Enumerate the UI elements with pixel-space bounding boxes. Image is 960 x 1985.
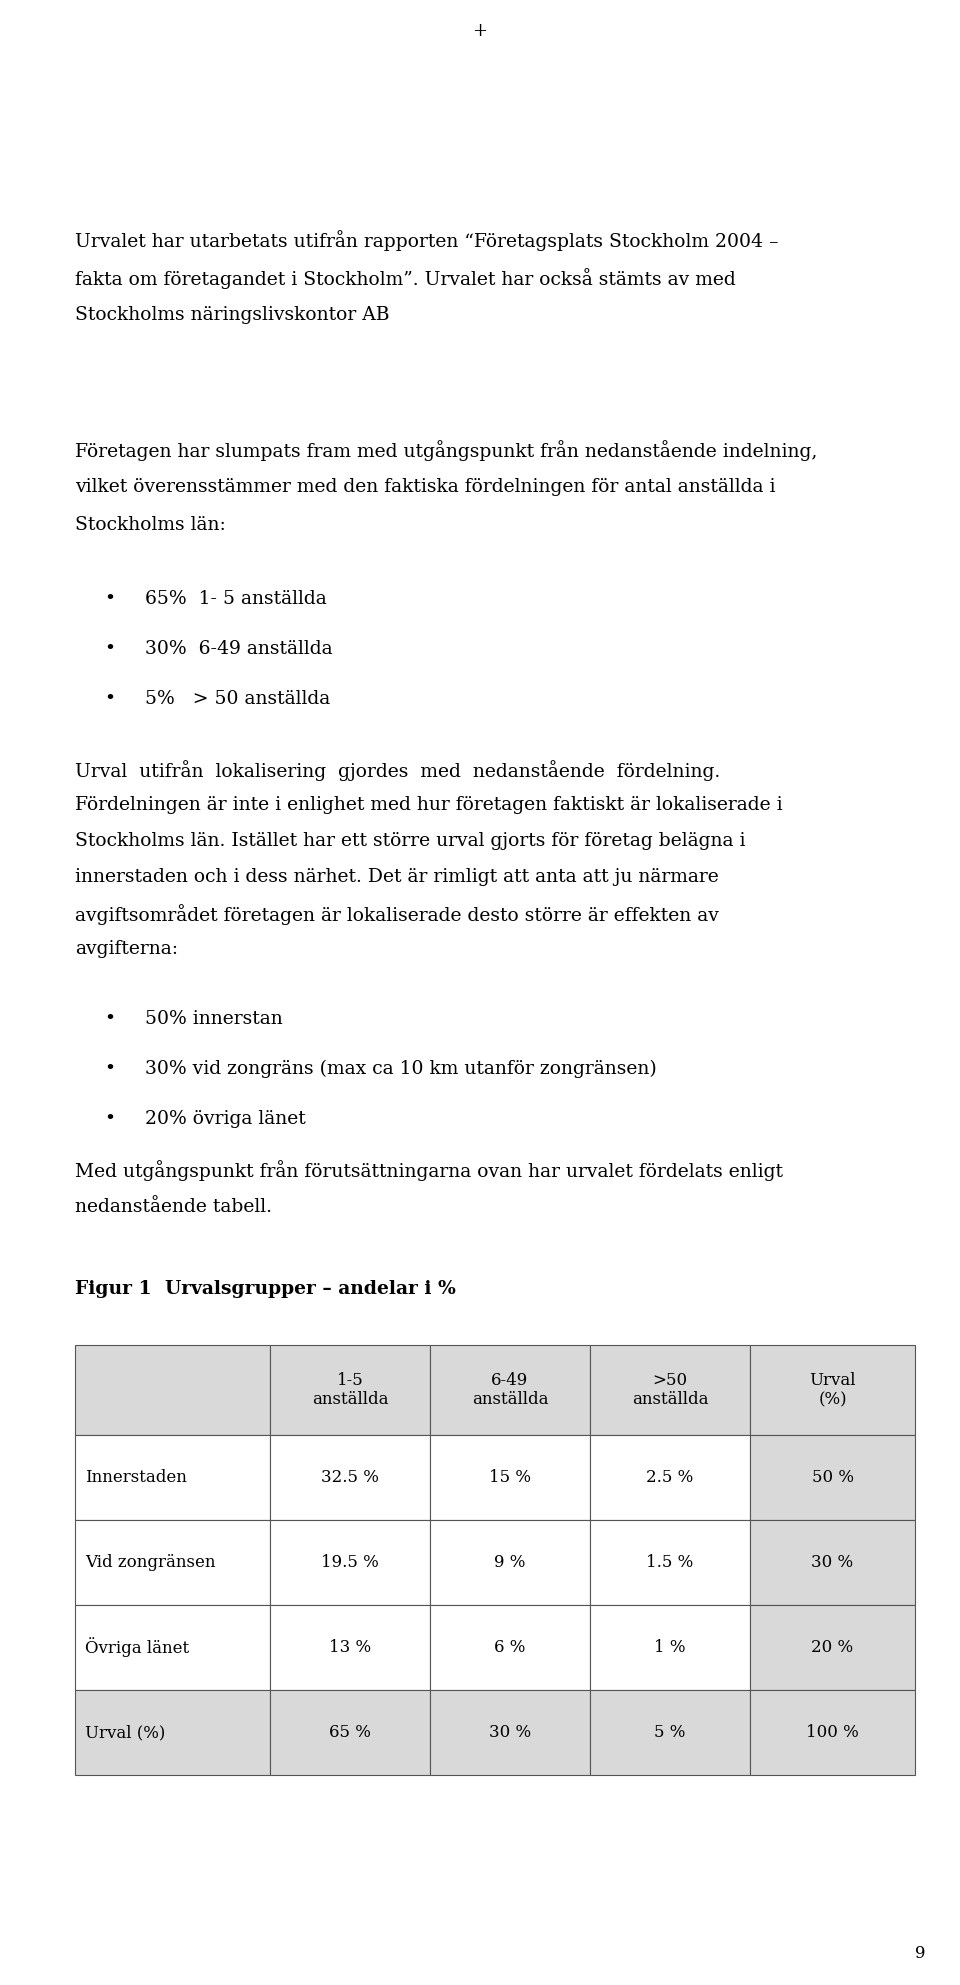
Text: Stockholms län:: Stockholms län: (75, 516, 226, 534)
Text: 30 %: 30 % (811, 1554, 853, 1570)
Text: nedanstående tabell.: nedanstående tabell. (75, 1199, 272, 1217)
Text: 6 %: 6 % (494, 1640, 526, 1655)
Text: •: • (105, 1010, 115, 1028)
Text: 65 %: 65 % (329, 1725, 371, 1741)
Text: 1 %: 1 % (655, 1640, 685, 1655)
Bar (750, 1435, 915, 1521)
Text: •: • (105, 639, 115, 657)
Text: Med utgångspunkt från förutsättningarna ovan har urvalet fördelats enligt: Med utgångspunkt från förutsättningarna … (75, 1159, 783, 1181)
Text: avgiftsområdet företagen är lokaliserade desto större är effekten av: avgiftsområdet företagen är lokaliserade… (75, 903, 719, 925)
Bar (430, 1435, 590, 1521)
Text: 5 %: 5 % (655, 1725, 685, 1741)
Bar (590, 1606, 750, 1689)
Bar (75, 1606, 270, 1689)
Text: +: + (472, 22, 488, 40)
Text: 2.5 %: 2.5 % (646, 1469, 694, 1487)
Bar (430, 1521, 590, 1606)
Text: 1-5
anställda: 1-5 anställda (312, 1372, 388, 1407)
Text: Innerstaden: Innerstaden (85, 1469, 187, 1487)
Text: 32.5 %: 32.5 % (321, 1469, 379, 1487)
Text: 1.5 %: 1.5 % (646, 1554, 694, 1570)
Text: >50
anställda: >50 anställda (632, 1372, 708, 1407)
Text: 13 %: 13 % (329, 1640, 372, 1655)
Bar (270, 1689, 430, 1775)
Text: 9 %: 9 % (494, 1554, 526, 1570)
Bar (750, 1346, 915, 1435)
Text: 50 %: 50 % (811, 1469, 853, 1487)
Bar (270, 1521, 430, 1606)
Bar (270, 1346, 430, 1435)
Text: 30 %: 30 % (489, 1725, 531, 1741)
Text: •: • (105, 1110, 115, 1127)
Text: Urval  utifrån  lokalisering  gjordes  med  nedanstående  fördelning.: Urval utifrån lokalisering gjordes med n… (75, 760, 720, 780)
Text: 50% innerstan: 50% innerstan (145, 1010, 283, 1028)
Text: innerstaden och i dess närhet. Det är rimligt att anta att ju närmare: innerstaden och i dess närhet. Det är ri… (75, 867, 719, 885)
Text: 100 %: 100 % (806, 1725, 859, 1741)
Text: 6-49
anställda: 6-49 anställda (471, 1372, 548, 1407)
Text: Urvalet har utarbetats utifrån rapporten “Företagsplats Stockholm 2004 –: Urvalet har utarbetats utifrån rapporten… (75, 230, 779, 250)
Text: 9: 9 (915, 1945, 925, 1961)
Bar (75, 1689, 270, 1775)
Bar (430, 1689, 590, 1775)
Text: Företagen har slumpats fram med utgångspunkt från nedanstående indelning,: Företagen har slumpats fram med utgångsp… (75, 441, 817, 461)
Text: 20% övriga länet: 20% övriga länet (145, 1110, 305, 1127)
Bar (75, 1346, 270, 1435)
Text: Urval
(%): Urval (%) (809, 1372, 855, 1407)
Text: 15 %: 15 % (489, 1469, 531, 1487)
Text: Figur 1: Figur 1 (75, 1280, 152, 1298)
Bar (75, 1435, 270, 1521)
Bar (750, 1521, 915, 1606)
Text: Urval (%): Urval (%) (85, 1725, 165, 1741)
Bar (750, 1689, 915, 1775)
Text: Urvalsgrupper – andelar i %: Urvalsgrupper – andelar i % (165, 1280, 456, 1298)
Text: Fördelningen är inte i enlighet med hur företagen faktiskt är lokaliserade i: Fördelningen är inte i enlighet med hur … (75, 796, 782, 814)
Text: 30%  6-49 anställda: 30% 6-49 anställda (145, 639, 332, 657)
Text: 20 %: 20 % (811, 1640, 853, 1655)
Text: •: • (105, 691, 115, 709)
Text: 5%   > 50 anställda: 5% > 50 anställda (145, 691, 330, 709)
Text: Övriga länet: Övriga länet (85, 1638, 189, 1657)
Text: 30% vid zongräns (max ca 10 km utanför zongränsen): 30% vid zongräns (max ca 10 km utanför z… (145, 1060, 657, 1078)
Text: Stockholms näringslivskontor AB: Stockholms näringslivskontor AB (75, 306, 390, 324)
Text: 65%  1- 5 anställda: 65% 1- 5 anställda (145, 590, 326, 607)
Bar (590, 1346, 750, 1435)
Text: •: • (105, 1060, 115, 1078)
Bar (75, 1521, 270, 1606)
Text: vilket överensstämmer med den faktiska fördelningen för antal anställda i: vilket överensstämmer med den faktiska f… (75, 478, 776, 496)
Text: 19.5 %: 19.5 % (322, 1554, 379, 1570)
Bar (750, 1606, 915, 1689)
Text: Stockholms län. Istället har ett större urval gjorts för företag belägna i: Stockholms län. Istället har ett större … (75, 832, 746, 850)
Text: •: • (105, 590, 115, 607)
Bar (590, 1689, 750, 1775)
Text: fakta om företagandet i Stockholm”. Urvalet har också stämts av med: fakta om företagandet i Stockholm”. Urva… (75, 268, 735, 290)
Bar (270, 1435, 430, 1521)
Text: avgifterna:: avgifterna: (75, 941, 178, 959)
Bar (270, 1606, 430, 1689)
Bar (590, 1521, 750, 1606)
Bar (430, 1606, 590, 1689)
Bar (590, 1435, 750, 1521)
Text: Vid zongränsen: Vid zongränsen (85, 1554, 215, 1570)
Bar (430, 1346, 590, 1435)
